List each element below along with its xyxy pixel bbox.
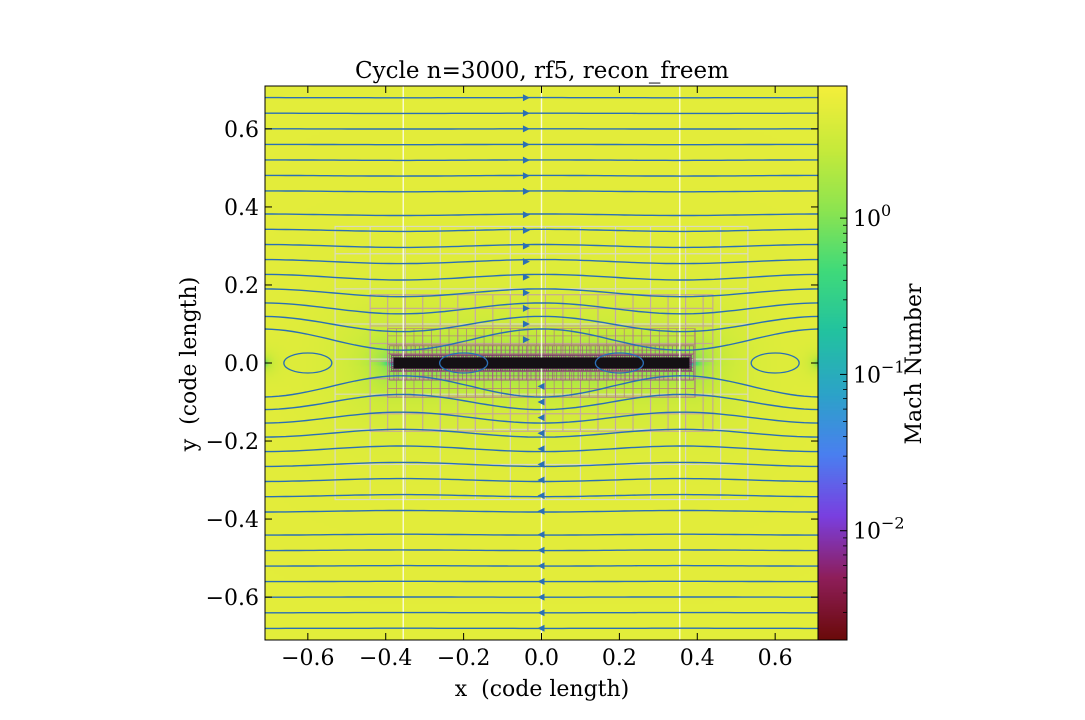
streamline bbox=[265, 243, 818, 249]
streamline-arrow bbox=[537, 476, 545, 484]
streamline-arrow bbox=[522, 273, 530, 281]
streamline-arrow bbox=[537, 624, 545, 632]
plate bbox=[393, 357, 690, 369]
streamline-arrow bbox=[537, 445, 545, 453]
x-tick-label: 0.0 bbox=[524, 646, 559, 671]
colorbar-label: Mach Number bbox=[902, 283, 927, 445]
colorbar: 100 10−1 10−2 Mach Number bbox=[817, 85, 927, 641]
streamline bbox=[265, 428, 818, 438]
y-tick-label: −0.2 bbox=[206, 430, 259, 455]
streamline bbox=[265, 213, 818, 217]
y-tick-label: 0.0 bbox=[224, 352, 259, 377]
streamline-arrow bbox=[522, 125, 530, 133]
streamline-arrow bbox=[537, 382, 545, 390]
streamline bbox=[265, 302, 818, 315]
streamline bbox=[265, 159, 818, 162]
x-tick-label: −0.4 bbox=[359, 646, 412, 671]
streamline bbox=[265, 258, 818, 265]
y-tick-label: −0.4 bbox=[206, 508, 259, 533]
streamline-arrow bbox=[522, 289, 530, 297]
colorbar-frame bbox=[817, 85, 848, 641]
streamline-arrow bbox=[522, 109, 530, 117]
colorbar-ticks: 100 10−1 10−2 bbox=[840, 201, 905, 641]
streamline-arrow bbox=[522, 226, 530, 234]
x-tick-label: 0.2 bbox=[602, 646, 637, 671]
recirculation-loop bbox=[750, 352, 800, 374]
streamline-arrow bbox=[537, 414, 545, 422]
recirculation-loop bbox=[438, 352, 489, 374]
streamline-arrow bbox=[537, 546, 545, 554]
streamline-arrow bbox=[537, 492, 545, 500]
streamline-arrow bbox=[522, 336, 530, 344]
amr-level-2 bbox=[369, 294, 714, 432]
y-axis-label: y (code length) bbox=[177, 277, 202, 453]
streamline bbox=[265, 328, 818, 351]
streamline bbox=[265, 375, 818, 398]
streamline-arrow bbox=[522, 242, 530, 250]
streamline-arrow bbox=[522, 156, 530, 164]
streamline bbox=[265, 445, 818, 453]
streamline-arrow bbox=[537, 460, 545, 468]
streamline bbox=[265, 228, 818, 233]
streamline bbox=[265, 174, 818, 177]
streamline bbox=[265, 393, 818, 411]
thin-plate-body bbox=[393, 357, 690, 369]
streamline-arrow bbox=[522, 320, 530, 328]
streamline-arrow bbox=[522, 258, 530, 266]
recirculation-loop bbox=[283, 352, 333, 374]
streamlines bbox=[265, 94, 818, 632]
colorbar-tick-label: 10−2 bbox=[853, 514, 905, 545]
streamline-arrow bbox=[522, 211, 530, 219]
streamline-arrow bbox=[522, 304, 530, 312]
colorbar-tick-label: 100 bbox=[853, 201, 891, 232]
streamline-arrow bbox=[537, 531, 545, 539]
streamline-arrow bbox=[537, 398, 545, 406]
streamline bbox=[265, 273, 818, 281]
chart-title: Cycle n=3000, rf5, recon_freem bbox=[355, 58, 729, 84]
streamline-arrow bbox=[522, 172, 530, 180]
streamline bbox=[265, 190, 818, 193]
streamline-arrow bbox=[537, 429, 545, 437]
streamline-arrow bbox=[537, 562, 545, 570]
y-tick-label: 0.6 bbox=[224, 118, 259, 143]
streamline-arrow bbox=[537, 507, 545, 515]
x-tick-label: 0.6 bbox=[758, 646, 793, 671]
streamline-arrow bbox=[537, 609, 545, 617]
streamline bbox=[265, 315, 818, 333]
streamline-arrow bbox=[537, 593, 545, 601]
y-tick-label: −0.6 bbox=[206, 586, 259, 611]
y-tick-label: 0.4 bbox=[224, 196, 259, 221]
colorbar-tick-label: 10−1 bbox=[853, 357, 905, 388]
streamline-arrow bbox=[522, 141, 530, 149]
streamline-arrow bbox=[522, 187, 530, 195]
streamline-arrow bbox=[522, 94, 530, 102]
x-axis: −0.6 −0.4 −0.2 0.0 0.2 0.4 0.6 bbox=[281, 86, 793, 671]
streamline-arrow bbox=[537, 577, 545, 585]
plot-area bbox=[265, 86, 818, 640]
x-tick-label: 0.4 bbox=[680, 646, 715, 671]
x-tick-label: −0.2 bbox=[437, 646, 490, 671]
streamline bbox=[265, 411, 818, 424]
colorbar-gradient bbox=[818, 86, 847, 640]
x-tick-label: −0.6 bbox=[281, 646, 334, 671]
streamline bbox=[265, 288, 818, 298]
y-tick-label: 0.2 bbox=[224, 274, 259, 299]
y-axis: −0.6 −0.4 −0.2 0.0 0.2 0.4 0.6 bbox=[206, 118, 818, 611]
recirculation-loop bbox=[594, 352, 645, 374]
x-axis-label: x (code length) bbox=[455, 677, 630, 702]
